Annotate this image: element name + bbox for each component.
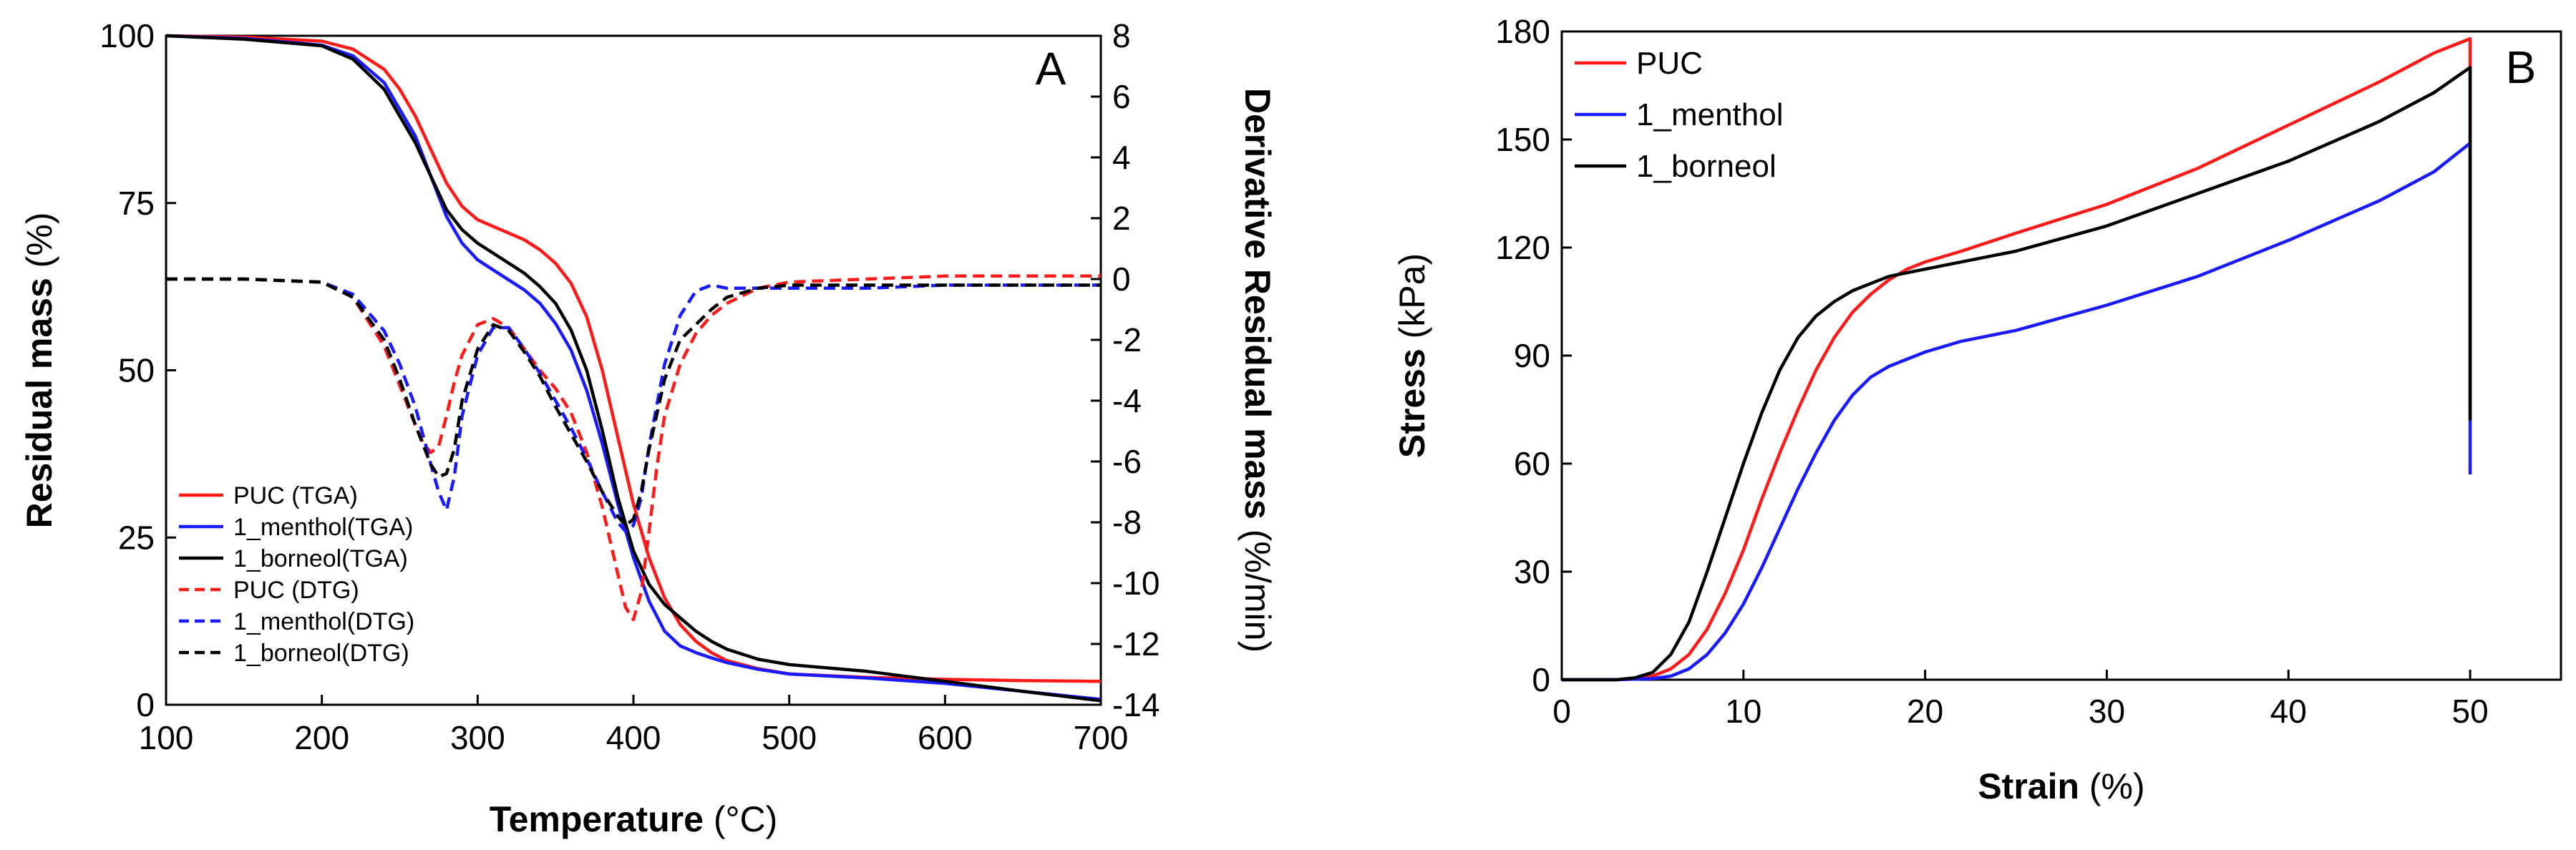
y-right-tick-label-a: 6	[1112, 78, 1131, 115]
x-tick-label-b: 50	[2452, 693, 2489, 730]
x-tick-label-a: 300	[450, 719, 505, 756]
y-tick-label-b: 0	[1532, 661, 1550, 698]
x-axis-title-b: Strain (%)	[1978, 766, 2144, 806]
x-tick-label-b: 0	[1552, 693, 1571, 730]
legend-label-1-menthol-tga: 1_menthol(TGA)	[233, 514, 413, 541]
series-line-1-borneol-tga	[165, 34, 1102, 703]
series-line-1-menthol-dtg	[166, 277, 1101, 534]
y-left-tick-label-a: 25	[118, 519, 155, 556]
x-tick-label-a: 500	[762, 719, 817, 756]
series-line-1-menthol	[1562, 141, 2472, 682]
plot-frame-a	[165, 34, 1102, 706]
series-line-1-borneol	[1562, 66, 2472, 682]
legend-label-puc-dtg: PUC (DTG)	[233, 577, 359, 604]
legend-label-1-borneol: 1_borneol	[1636, 149, 1777, 184]
y-left-axis-title-a: Residual mass (%)	[19, 212, 59, 529]
y-right-tick-label-a: -12	[1112, 625, 1160, 663]
legend-label-1-menthol: 1_menthol	[1636, 97, 1783, 132]
x-tick-label-b: 10	[1725, 693, 1761, 730]
y-tick-label-b: 90	[1514, 337, 1550, 374]
y-right-axis-title-a: Derivative Residual mass (%/min)	[1238, 88, 1278, 653]
y-right-tick-label-a: 2	[1112, 200, 1131, 237]
y-left-tick-label-a: 75	[118, 185, 155, 222]
y-right-tick-label-a: -14	[1112, 686, 1160, 723]
legend-label-puc: PUC	[1636, 46, 1703, 81]
series-line-1-borneol-dtg	[166, 277, 1101, 527]
y-right-tick-label-a: 0	[1112, 260, 1131, 298]
y-left-tick-label-a: 50	[118, 352, 155, 389]
x-tick-label-a: 200	[294, 719, 349, 756]
series-line-1-menthol-tga	[165, 34, 1102, 701]
x-tick-label-b: 30	[2089, 693, 2125, 730]
x-tick-label-a: 400	[606, 719, 661, 756]
y-right-tick-label-a: -6	[1112, 443, 1142, 480]
y-left-tick-label-a: 0	[136, 686, 155, 723]
y-right-tick-label-a: 4	[1112, 139, 1131, 176]
panel-b-chart: 0 10 20 30 40 50 0 30 60 90 120 150 180 PUC 1_menthol 1…	[1392, 13, 2562, 806]
legend-label-puc-tga: PUC (TGA)	[233, 482, 358, 509]
legend-label-1-borneol-dtg: 1_borneol(DTG)	[233, 640, 409, 667]
panel-a-chart: 100 200 300 400 500 600 700 0 25 50 75 100 -14 -12 -10…	[19, 17, 1278, 839]
y-tick-label-b: 150	[1495, 121, 1550, 158]
x-tick-label-a: 600	[918, 719, 973, 756]
x-tick-label-a: 700	[1074, 719, 1129, 756]
y-right-tick-label-a: -4	[1112, 382, 1142, 419]
y-axis-title-b: Stress (kPa)	[1392, 253, 1432, 458]
y-right-tick-label-a: 8	[1112, 17, 1131, 54]
y-tick-label-b: 60	[1514, 445, 1550, 482]
x-tick-label-b: 40	[2270, 693, 2307, 730]
y-tick-label-b: 30	[1514, 553, 1550, 590]
legend-label-1-borneol-tga: 1_borneol(TGA)	[233, 545, 408, 572]
panel-label-a: A	[1036, 43, 1066, 94]
x-tick-label-b: 20	[1907, 693, 1943, 730]
y-right-tick-label-a: -10	[1112, 565, 1160, 602]
panel-label-b: B	[2506, 41, 2537, 93]
x-tick-label-a: 100	[139, 719, 194, 756]
y-right-tick-label-a: -2	[1112, 321, 1142, 358]
y-tick-label-b: 180	[1495, 13, 1550, 50]
y-left-tick-label-a: 100	[99, 17, 155, 54]
legend-label-1-menthol-dtg: 1_menthol(DTG)	[233, 608, 414, 635]
series-line-puc	[1562, 36, 2472, 682]
y-tick-label-b: 120	[1495, 229, 1550, 266]
x-axis-title-a: Temperature (°C)	[490, 799, 777, 839]
y-right-tick-label-a: -8	[1112, 504, 1142, 541]
